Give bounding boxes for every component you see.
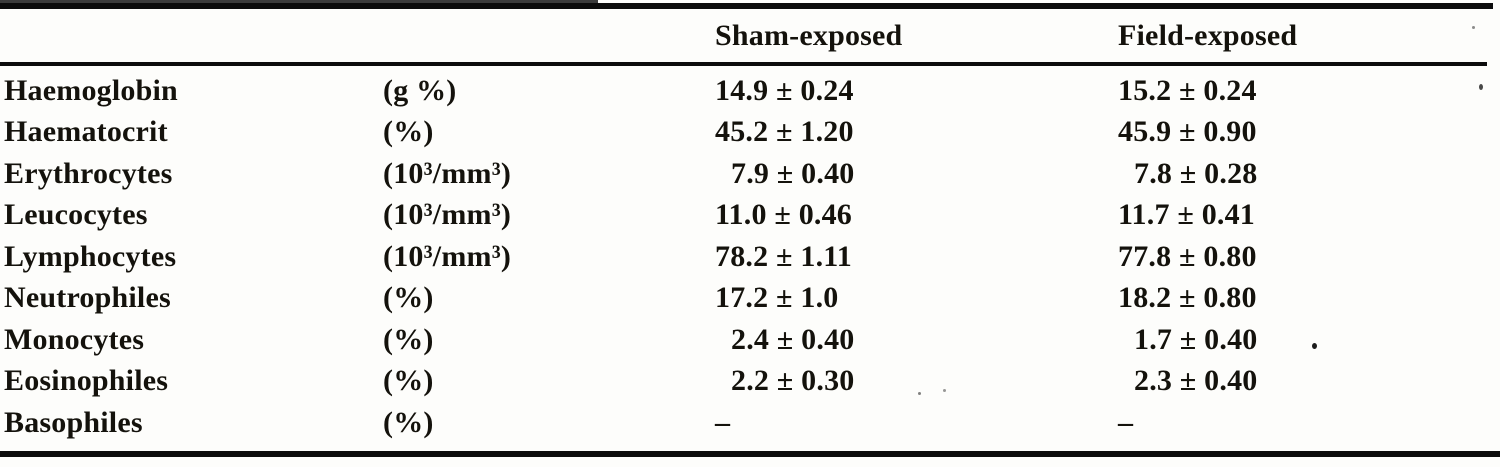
table-row-lymphocytes: Lymphocytes (10³/mm³) 78.2 ± 1.11 77.8 ±… (0, 236, 1500, 278)
table-row-haemoglobin: Haemoglobin (g %) 14.9 ± 0.24 15.2 ± 0.2… (0, 70, 1500, 112)
row-value-field: 77.8 ± 0.80 (1118, 239, 1257, 273)
table-row-neutrophiles: Neutrophiles (%) 17.2 ± 1.0 18.2 ± 0.80 (0, 278, 1500, 320)
row-value-field: 45.9 ± 0.90 (1118, 115, 1257, 149)
row-unit: (%) (383, 405, 434, 439)
row-value-sham: 2.2 ± 0.30 (731, 364, 855, 398)
row-value-field-dash: – (1118, 405, 1134, 439)
scan-artifact-line (0, 0, 598, 3)
row-label: Monocytes (4, 322, 145, 356)
row-unit: (%) (383, 322, 434, 356)
scan-speck (1312, 343, 1317, 349)
table-header-rule (0, 62, 1487, 66)
row-value-field: 18.2 ± 0.80 (1118, 281, 1257, 315)
row-value-sham: 78.2 ± 1.11 (715, 239, 853, 273)
row-unit: (%) (383, 115, 434, 149)
column-header-sham-exposed: Sham-exposed (715, 18, 903, 52)
row-value-sham: 11.0 ± 0.46 (715, 198, 853, 232)
row-value-sham: 45.2 ± 1.20 (715, 115, 854, 149)
row-label: Neutrophiles (4, 281, 171, 315)
row-label: Erythrocytes (4, 156, 173, 190)
row-unit: (%) (383, 281, 434, 315)
table-row-basophiles: Basophiles (%) – – (0, 402, 1500, 444)
row-value-sham: 17.2 ± 1.0 (715, 281, 839, 315)
table-header-row: Sham-exposed Field-exposed (0, 9, 1500, 62)
scan-speck (943, 389, 946, 392)
column-header-field-exposed: Field-exposed (1118, 18, 1298, 52)
row-value-field: 15.2 ± 0.24 (1118, 73, 1257, 107)
row-unit: (10³/mm³) (383, 198, 512, 232)
row-unit: (10³/mm³) (383, 239, 512, 273)
row-label: Lymphocytes (4, 239, 177, 273)
row-label: Leucocytes (4, 198, 148, 232)
row-unit: (g %) (383, 73, 457, 107)
table-row-erythrocytes: Erythrocytes (10³/mm³) 7.9 ± 0.40 7.8 ± … (0, 153, 1500, 195)
row-value-sham: 14.9 ± 0.24 (715, 73, 854, 107)
row-value-field: 2.3 ± 0.40 (1134, 364, 1258, 398)
table-top-rule (0, 3, 1493, 9)
row-value-sham-dash: – (715, 405, 731, 439)
row-value-field: 11.7 ± 0.41 (1118, 198, 1256, 232)
haematology-table-body: Haemoglobin (g %) 14.9 ± 0.24 15.2 ± 0.2… (0, 70, 1500, 444)
row-value-sham: 7.9 ± 0.40 (731, 156, 855, 190)
table-row-leucocytes: Leucocytes (10³/mm³) 11.0 ± 0.46 11.7 ± … (0, 195, 1500, 237)
row-value-field: 7.8 ± 0.28 (1134, 156, 1258, 190)
row-label: Haematocrit (4, 115, 168, 149)
scan-speck (918, 392, 921, 395)
row-unit: (10³/mm³) (383, 156, 512, 190)
table-bottom-rule (0, 451, 1500, 457)
table-row-eosinophiles: Eosinophiles (%) 2.2 ± 0.30 2.3 ± 0.40 (0, 361, 1500, 403)
scan-speck (1472, 26, 1475, 29)
row-value-sham: 2.4 ± 0.40 (731, 322, 855, 356)
table-row-haematocrit: Haematocrit (%) 45.2 ± 1.20 45.9 ± 0.90 (0, 112, 1500, 154)
table-row-monocytes: Monocytes (%) 2.4 ± 0.40 1.7 ± 0.40 (0, 319, 1500, 361)
row-label: Basophiles (4, 405, 143, 439)
row-unit: (%) (383, 364, 434, 398)
row-label: Eosinophiles (4, 364, 169, 398)
row-value-field: 1.7 ± 0.40 (1134, 322, 1258, 356)
scan-speck (1479, 84, 1483, 90)
row-label: Haemoglobin (4, 73, 178, 107)
